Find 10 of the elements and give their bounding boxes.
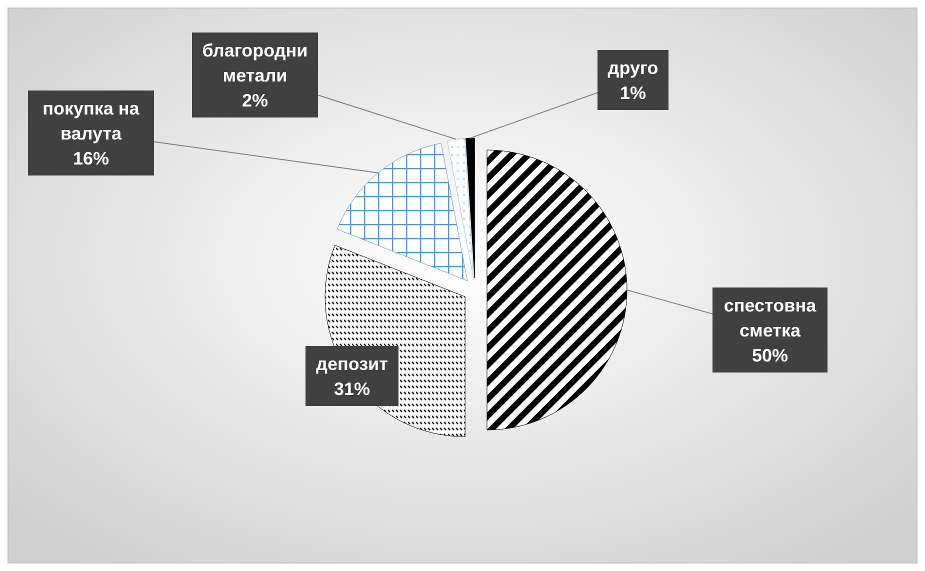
slice-label: друго [608,58,658,78]
data-label: 1% [620,82,646,103]
data-label: 50% [752,345,788,366]
slice-label: депозит [316,354,388,374]
slice-label: покупка на валута [42,98,140,144]
data-label: 31% [334,378,370,399]
data-label: 16% [72,148,110,168]
slice-label: благородни метали [202,40,308,86]
slice-label: спестовна сметка [724,295,818,340]
data-label: 2% [242,90,268,110]
